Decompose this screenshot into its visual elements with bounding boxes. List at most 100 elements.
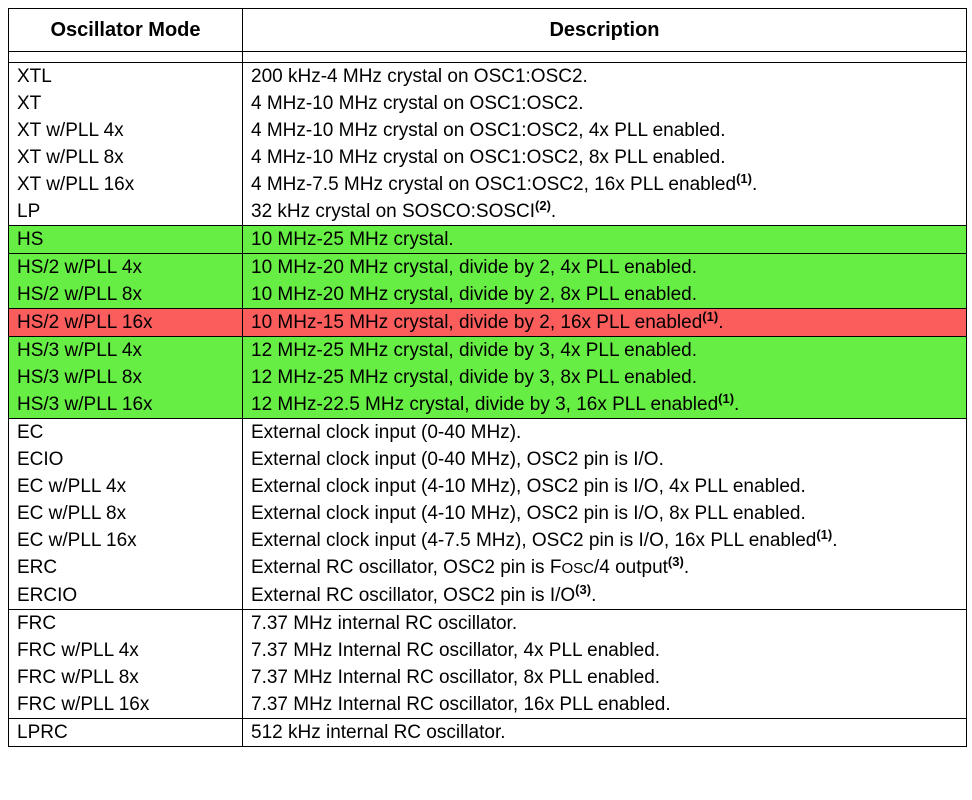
description-cell: External RC oscillator, OSC2 pin is I/O(… bbox=[242, 582, 967, 610]
group-hs3: HS/3 w/PLL 4x 12 MHz-25 MHz crystal, divi… bbox=[8, 336, 967, 419]
description-cell: 4 MHz-10 MHz crystal on OSC1:OSC2, 4x PL… bbox=[242, 117, 967, 144]
header-row: Oscillator Mode Description bbox=[8, 8, 967, 52]
description-text: External clock input (4-7.5 MHz), OSC2 p… bbox=[251, 530, 817, 551]
description-cell: External clock input (4-10 MHz), OSC2 pi… bbox=[242, 473, 967, 500]
table-row: EC w/PLL 4x External clock input (4-10 MH… bbox=[8, 473, 967, 500]
footnote-ref: (1) bbox=[702, 309, 719, 324]
mode-cell: HS/2 w/PLL 8x bbox=[8, 281, 243, 309]
footnote-ref: (1) bbox=[816, 527, 833, 542]
mode-cell: HS/3 w/PLL 16x bbox=[8, 391, 243, 419]
table-row: FRC w/PLL 8x 7.37 MHz Internal RC oscilla… bbox=[8, 664, 967, 691]
mode-cell: FRC w/PLL 8x bbox=[8, 664, 243, 691]
table-row: HS/3 w/PLL 8x 12 MHz-25 MHz crystal, divi… bbox=[8, 364, 967, 391]
mode-cell: FRC w/PLL 4x bbox=[8, 637, 243, 664]
group-hs2-16x: HS/2 w/PLL 16x 10 MHz-15 MHz crystal, div… bbox=[8, 308, 967, 337]
description-cell: 7.37 MHz internal RC oscillator. bbox=[242, 609, 967, 637]
footnote-ref: (3) bbox=[667, 554, 684, 569]
description-cell: 7.37 MHz Internal RC oscillator, 4x PLL … bbox=[242, 637, 967, 664]
table-row: EC External clock input (0-40 MHz). bbox=[8, 418, 967, 446]
table-row: HS/3 w/PLL 16x 12 MHz-22.5 MHz crystal, d… bbox=[8, 391, 967, 419]
description-cell: 12 MHz-25 MHz crystal, divide by 3, 4x P… bbox=[242, 336, 967, 364]
description-cell: 4 MHz-10 MHz crystal on OSC1:OSC2, 8x PL… bbox=[242, 144, 967, 171]
description-cell: External clock input (0-40 MHz), OSC2 pi… bbox=[242, 446, 967, 473]
description-end: . bbox=[683, 557, 690, 578]
header-oscillator-mode: Oscillator Mode bbox=[8, 8, 243, 52]
table-row: XT 4 MHz-10 MHz crystal on OSC1:OSC2. bbox=[8, 90, 967, 117]
table-row: XT w/PLL 4x 4 MHz-10 MHz crystal on OSC1:… bbox=[8, 117, 967, 144]
header-separator bbox=[8, 51, 967, 63]
table-row: ERCIO External RC oscillator, OSC2 pin is… bbox=[8, 582, 967, 610]
group-hs2: HS/2 w/PLL 4x 10 MHz-20 MHz crystal, divi… bbox=[8, 253, 967, 309]
description-cell: 32 kHz crystal on SOSCO:SOSCI(2). bbox=[242, 198, 967, 226]
description-cell: External clock input (0-40 MHz). bbox=[242, 418, 967, 446]
mode-cell: LPRC bbox=[8, 718, 243, 747]
description-cell: 200 kHz-4 MHz crystal on OSC1:OSC2. bbox=[242, 62, 967, 90]
description-cell: 12 MHz-22.5 MHz crystal, divide by 3, 16… bbox=[242, 391, 967, 419]
group-crystal: XTL 200 kHz-4 MHz crystal on OSC1:OSC2. X… bbox=[8, 62, 967, 226]
description-cell: External clock input (4-7.5 MHz), OSC2 p… bbox=[242, 527, 967, 554]
description-text: 32 kHz crystal on SOSCO:SOSCI bbox=[251, 201, 536, 222]
table-row: HS/2 w/PLL 16x 10 MHz-15 MHz crystal, div… bbox=[8, 308, 967, 337]
mode-cell: XTL bbox=[8, 62, 243, 90]
footnote-ref: (3) bbox=[575, 582, 592, 597]
table-row: XT w/PLL 16x 4 MHz-7.5 MHz crystal on OSC… bbox=[8, 171, 967, 198]
mode-cell: HS/3 w/PLL 4x bbox=[8, 336, 243, 364]
table-row: ECIO External clock input (0-40 MHz), OSC… bbox=[8, 446, 967, 473]
mode-cell: HS/2 w/PLL 4x bbox=[8, 253, 243, 281]
mode-cell: HS bbox=[8, 225, 243, 254]
description-cell: 512 kHz internal RC oscillator. bbox=[242, 718, 967, 747]
table-row: EC w/PLL 16x External clock input (4-7.5 … bbox=[8, 527, 967, 554]
description-cell: 4 MHz-10 MHz crystal on OSC1:OSC2. bbox=[242, 90, 967, 117]
mode-cell: XT w/PLL 4x bbox=[8, 117, 243, 144]
description-end: . bbox=[832, 530, 838, 551]
description-cell: 10 MHz-20 MHz crystal, divide by 2, 8x P… bbox=[242, 281, 967, 309]
mode-cell: HS/2 w/PLL 16x bbox=[8, 308, 243, 337]
mode-cell: EC bbox=[8, 418, 243, 446]
table-row: HS 10 MHz-25 MHz crystal. bbox=[8, 225, 967, 254]
description-cell: 7.37 MHz Internal RC oscillator, 8x PLL … bbox=[242, 664, 967, 691]
table-row: FRC w/PLL 16x 7.37 MHz Internal RC oscill… bbox=[8, 691, 967, 719]
mode-cell: EC w/PLL 4x bbox=[8, 473, 243, 500]
mode-cell: ERCIO bbox=[8, 582, 243, 610]
mode-cell: EC w/PLL 8x bbox=[8, 500, 243, 527]
description-cell: 10 MHz-20 MHz crystal, divide by 2, 4x P… bbox=[242, 253, 967, 281]
mode-cell: XT w/PLL 16x bbox=[8, 171, 243, 198]
description-end: . bbox=[718, 312, 724, 333]
description-cell: 7.37 MHz Internal RC oscillator, 16x PLL… bbox=[242, 691, 967, 719]
table-row: FRC w/PLL 4x 7.37 MHz Internal RC oscilla… bbox=[8, 637, 967, 664]
table-row: ERC External RC oscillator, OSC2 pin is F… bbox=[8, 554, 967, 582]
footnote-ref: (1) bbox=[718, 391, 735, 406]
group-lprc: LPRC 512 kHz internal RC oscillator. bbox=[8, 718, 967, 747]
table-row: LPRC 512 kHz internal RC oscillator. bbox=[8, 718, 967, 747]
group-hs: HS 10 MHz-25 MHz crystal. bbox=[8, 225, 967, 254]
table-row: XTL 200 kHz-4 MHz crystal on OSC1:OSC2. bbox=[8, 62, 967, 90]
description-text-2: /4 output bbox=[593, 557, 668, 578]
description-text: 10 MHz-15 MHz crystal, divide by 2, 16x … bbox=[251, 312, 703, 333]
mode-cell: FRC w/PLL 16x bbox=[8, 691, 243, 719]
description-end: . bbox=[734, 394, 740, 415]
description-end: . bbox=[751, 174, 758, 195]
description-text: External RC oscillator, OSC2 pin is I/O bbox=[251, 585, 576, 606]
table-row: XT w/PLL 8x 4 MHz-10 MHz crystal on OSC1:… bbox=[8, 144, 967, 171]
description-text: 12 MHz-22.5 MHz crystal, divide by 3, 16… bbox=[251, 394, 719, 415]
table-row: FRC 7.37 MHz internal RC oscillator. bbox=[8, 609, 967, 637]
table-row: HS/2 w/PLL 8x 10 MHz-20 MHz crystal, divi… bbox=[8, 281, 967, 309]
description-cell: 10 MHz-15 MHz crystal, divide by 2, 16x … bbox=[242, 308, 967, 337]
footnote-ref: (1) bbox=[736, 171, 752, 186]
mode-cell: XT w/PLL 8x bbox=[8, 144, 243, 171]
description-cell: 12 MHz-25 MHz crystal, divide by 3, 8x P… bbox=[242, 364, 967, 391]
description-cell: External clock input (4-10 MHz), OSC2 pi… bbox=[242, 500, 967, 527]
header-description: Description bbox=[242, 8, 967, 52]
description-cell: 4 MHz-7.5 MHz crystal on OSC1:OSC2, 16x … bbox=[242, 171, 967, 198]
mode-cell: XT bbox=[8, 90, 243, 117]
description-text: External RC oscillator, OSC2 pin is F bbox=[251, 557, 562, 578]
table-row: HS/3 w/PLL 4x 12 MHz-25 MHz crystal, divi… bbox=[8, 336, 967, 364]
mode-cell: LP bbox=[8, 198, 243, 226]
mode-cell: FRC bbox=[8, 609, 243, 637]
table-row: LP 32 kHz crystal on SOSCO:SOSCI(2). bbox=[8, 198, 967, 226]
oscillator-mode-table: Oscillator Mode Description XTL 200 kHz-4… bbox=[8, 8, 967, 747]
group-frc: FRC 7.37 MHz internal RC oscillator. FRC … bbox=[8, 609, 967, 719]
small-caps-text: OSC bbox=[561, 560, 594, 577]
description-end: . bbox=[550, 201, 557, 222]
mode-cell: ERC bbox=[8, 554, 243, 582]
